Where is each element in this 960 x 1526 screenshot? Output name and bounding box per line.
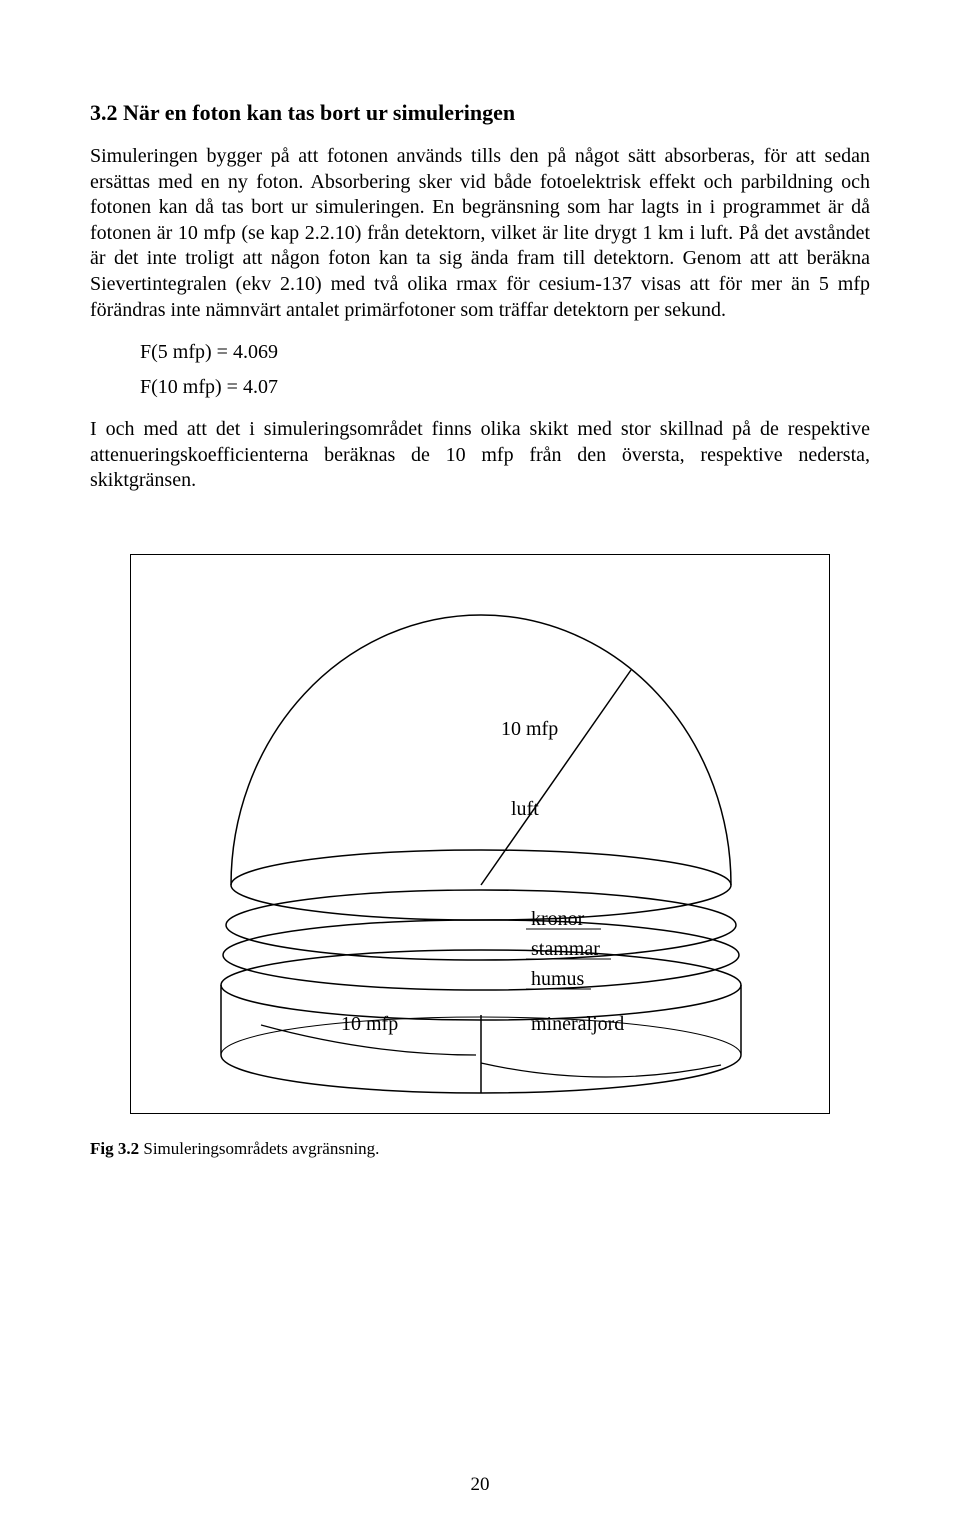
label-crowns: kronor <box>531 908 585 930</box>
figure-caption: Fig 3.2 Simuleringsområdets avgränsning. <box>90 1139 870 1159</box>
paragraph-2: I och med att det i simuleringsområdet f… <box>90 417 870 494</box>
label-mineral: mineraljord <box>531 1013 624 1035</box>
formula-2: F(10 mfp) = 4.07 <box>140 376 870 399</box>
formula-1: F(5 mfp) = 4.069 <box>140 341 870 364</box>
section-heading: 3.2 När en foton kan tas bort ur simuler… <box>90 100 870 126</box>
label-radius-bottom: 10 mfp <box>341 1013 398 1035</box>
caption-text: Simuleringsområdets avgränsning. <box>139 1139 379 1158</box>
figure-frame: 10 mfp luft kronor stammar humus mineral… <box>130 554 830 1114</box>
label-humus: humus <box>531 968 585 990</box>
page: 3.2 När en foton kan tas bort ur simuler… <box>0 0 960 1526</box>
caption-label: Fig 3.2 <box>90 1139 139 1158</box>
label-radius-top: 10 mfp <box>501 718 558 740</box>
page-number: 20 <box>0 1474 960 1496</box>
paragraph-1: Simuleringen bygger på att fotonen använ… <box>90 144 870 323</box>
label-trunks: stammar <box>531 938 600 960</box>
simulation-diagram: 10 mfp luft kronor stammar humus mineral… <box>131 555 829 1113</box>
label-air: luft <box>511 798 539 820</box>
